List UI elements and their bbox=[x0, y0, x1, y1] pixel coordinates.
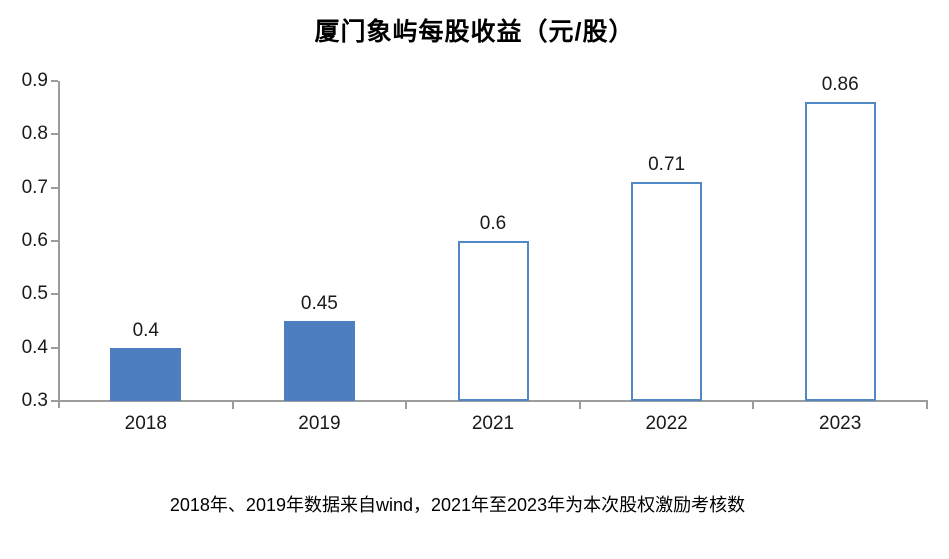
plot-area: 0.9 0.8 0.7 0.6 0.5 0.4 0.3 0.4 2018 0.45 2019 0.6 2… bbox=[22, 70, 928, 434]
chart-footnote: 2018年、2019年数据来自wind，2021年至2023年为本次股权激励考核… bbox=[169, 495, 746, 515]
y-axis-tick bbox=[51, 400, 58, 402]
x-axis-label: 2021 bbox=[471, 413, 515, 434]
x-axis-tick bbox=[926, 402, 928, 409]
x-axis-tick bbox=[231, 402, 234, 409]
bar-2019 bbox=[283, 321, 355, 401]
x-axis-label: 2018 bbox=[124, 413, 167, 434]
x-axis-tick bbox=[405, 402, 408, 409]
bar-value-label: 0.86 bbox=[821, 74, 859, 96]
bar-2023 bbox=[804, 102, 876, 401]
x-axis-label: 2023 bbox=[819, 413, 862, 434]
y-axis-tick bbox=[51, 240, 58, 242]
y-axis-tick bbox=[51, 133, 58, 136]
x-axis-label: 2022 bbox=[645, 413, 688, 434]
bar-value-label: 0.4 bbox=[132, 319, 159, 341]
bar-value-label: 0.71 bbox=[648, 154, 686, 176]
bar-value-label: 0.45 bbox=[300, 293, 338, 314]
x-axis-tick bbox=[752, 402, 755, 409]
y-axis-label: 0.4 bbox=[21, 336, 48, 358]
y-axis-tick bbox=[51, 186, 58, 189]
bar-2021 bbox=[457, 241, 529, 401]
y-axis-line bbox=[58, 81, 60, 408]
y-axis-tick bbox=[51, 293, 58, 296]
y-axis-label: 0.9 bbox=[21, 70, 48, 91]
y-axis-label: 0.3 bbox=[21, 390, 48, 411]
y-axis-label: 0.8 bbox=[21, 123, 48, 145]
y-axis-label: 0.6 bbox=[21, 230, 48, 251]
bar-2018 bbox=[110, 347, 182, 401]
x-axis-line bbox=[58, 400, 928, 402]
y-axis-label: 0.5 bbox=[21, 283, 48, 305]
y-axis-tick bbox=[51, 80, 58, 82]
y-axis-label: 0.7 bbox=[21, 176, 48, 198]
y-axis-tick bbox=[51, 346, 58, 349]
bar-value-label: 0.6 bbox=[479, 213, 507, 234]
chart-title: 厦门象屿每股收益（元/股） bbox=[314, 18, 635, 46]
x-axis-tick bbox=[578, 402, 581, 409]
x-axis-label: 2019 bbox=[298, 413, 341, 434]
bar-2022 bbox=[631, 182, 703, 401]
